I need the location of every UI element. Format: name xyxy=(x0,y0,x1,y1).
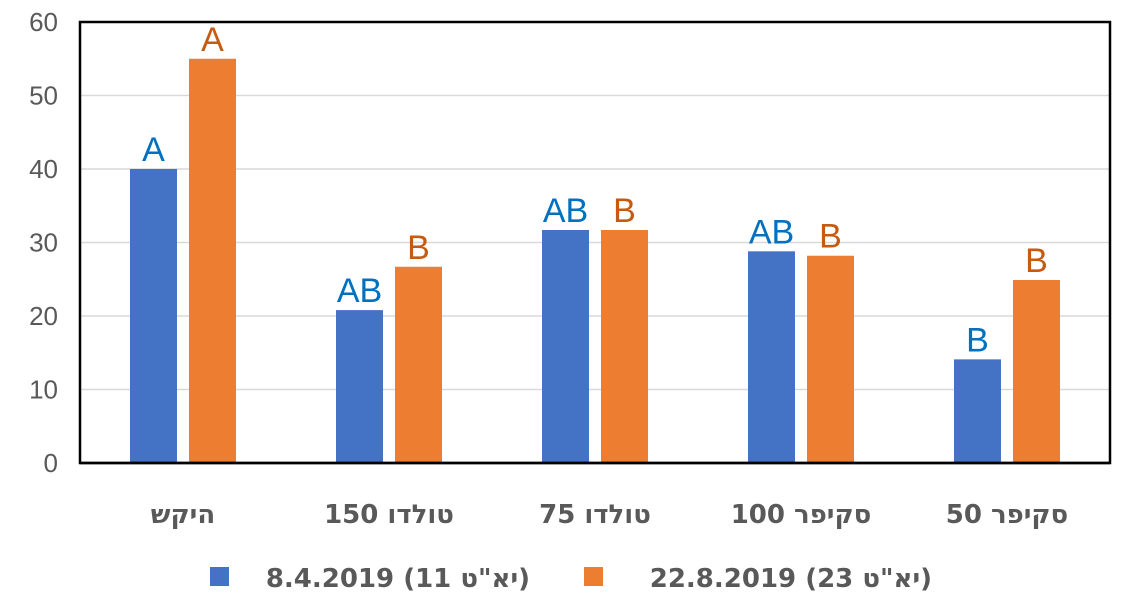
bar xyxy=(1013,279,1060,463)
y-tick-label: 40 xyxy=(29,154,58,184)
bar xyxy=(807,255,854,463)
x-tick-label: סקיפר 50 xyxy=(946,500,1068,530)
bar xyxy=(954,359,1001,463)
significance-label: B xyxy=(819,218,842,256)
y-tick-label: 60 xyxy=(29,7,58,37)
legend-label: 22.8.2019 (23 יא"ט) xyxy=(650,564,932,594)
significance-label: AB xyxy=(543,192,588,230)
significance-labels: A A AB B AB B AB B B B xyxy=(142,21,1048,360)
bar xyxy=(336,310,383,463)
significance-label: B xyxy=(613,192,636,230)
bar xyxy=(542,230,589,463)
bar xyxy=(748,251,795,463)
y-tick-label: 50 xyxy=(29,81,58,111)
bars xyxy=(130,58,1060,463)
gridlines xyxy=(80,94,1110,391)
bar xyxy=(130,169,177,463)
x-tick-label: טולדו 150 xyxy=(324,500,454,530)
bar xyxy=(395,266,442,463)
x-tick-label: היקש xyxy=(151,500,215,530)
y-tick-label: 0 xyxy=(44,448,58,478)
y-tick-label: 30 xyxy=(29,228,58,258)
significance-label: B xyxy=(407,229,430,267)
y-tick-label: 10 xyxy=(29,375,58,405)
x-tick-label: טולדו 75 xyxy=(539,500,651,530)
bar xyxy=(189,58,236,463)
significance-label: A xyxy=(201,21,224,59)
legend-swatch xyxy=(210,567,229,586)
x-tick-label: סקיפר 100 xyxy=(731,500,872,530)
bar xyxy=(601,230,648,463)
significance-label: B xyxy=(966,321,989,359)
legend-swatch xyxy=(584,567,603,586)
significance-label: B xyxy=(1025,242,1048,280)
axes: 0 10 20 30 40 50 60 היקש טולדו 150 טולדו 75 סקיפר … xyxy=(29,7,1112,530)
y-tick-label: 20 xyxy=(29,301,58,331)
significance-label: A xyxy=(142,131,165,169)
significance-label: AB xyxy=(337,272,382,310)
legend-label: 8.4.2019 (11 יא"ט) xyxy=(266,564,530,594)
legend: 8.4.2019 (11 יא"ט) 22.8.2019 (23 יא"ט) xyxy=(210,564,932,594)
significance-label: AB xyxy=(749,213,794,251)
